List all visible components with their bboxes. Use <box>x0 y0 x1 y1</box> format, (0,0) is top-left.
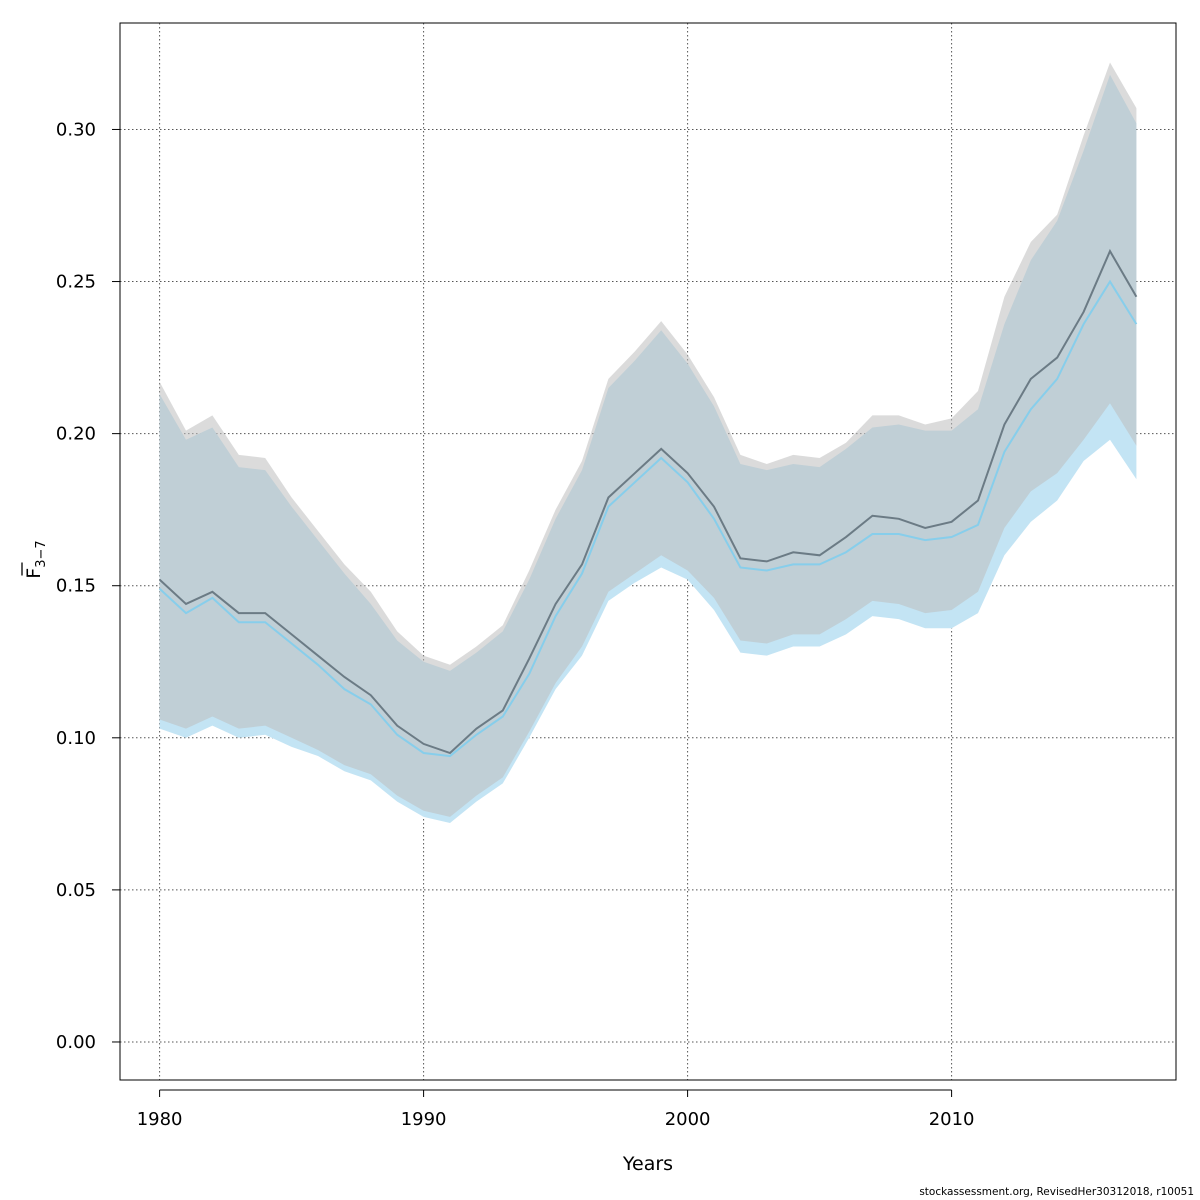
y-tick-label: 0.00 <box>56 1032 96 1053</box>
x-axis: 1980 1990 2000 2010 <box>137 1089 975 1130</box>
x-tick-label: 2010 <box>929 1109 975 1130</box>
y-axis-title-main: F <box>23 568 45 579</box>
y-tick-label: 0.30 <box>56 119 96 140</box>
series-line-1 <box>158 279 1138 758</box>
y-tick-label: 0.05 <box>56 880 96 901</box>
y-tick-label: 0.10 <box>56 728 96 749</box>
y-tick-label: 0.25 <box>56 272 96 293</box>
x-tick-label: 1980 <box>137 1109 183 1130</box>
x-tick-label: 2000 <box>665 1109 711 1130</box>
x-axis-title: Years <box>622 1153 673 1175</box>
y-axis: 0.00 0.05 0.10 0.15 0.20 0.25 0.30 <box>56 119 120 1053</box>
series-line-2 <box>158 248 1138 755</box>
confidence-bands <box>159 62 1137 823</box>
plot-frame <box>119 22 1177 1081</box>
y-axis-title-subscript: 3−7 <box>34 540 49 567</box>
series-lines <box>158 248 1138 758</box>
y-axis-title: F3−7 <box>21 540 49 579</box>
y-tick-label: 0.20 <box>56 424 96 445</box>
y-tick-label: 0.15 <box>56 576 96 597</box>
footnote: stockassessment.org, RevisedHer30312018,… <box>919 1186 1194 1198</box>
confidence-band-2 <box>159 62 1137 817</box>
axes: 1980 1990 2000 2010 0.00 0.05 0.10 0.15 0.20 0.25… <box>56 119 975 1130</box>
svg-text:F3−7: F3−7 <box>23 540 49 578</box>
x-tick-label: 1990 <box>401 1109 447 1130</box>
